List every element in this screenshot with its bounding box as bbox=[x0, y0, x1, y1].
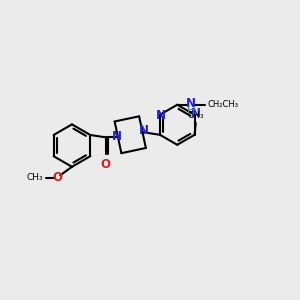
Text: N: N bbox=[186, 97, 196, 110]
Text: N: N bbox=[139, 124, 149, 137]
Text: N: N bbox=[155, 110, 166, 122]
Text: O: O bbox=[52, 172, 62, 184]
Text: CH₃: CH₃ bbox=[26, 173, 43, 182]
Text: CH₃: CH₃ bbox=[188, 111, 204, 120]
Text: O: O bbox=[100, 158, 111, 171]
Text: H: H bbox=[187, 106, 195, 116]
Text: CH₂CH₃: CH₂CH₃ bbox=[208, 100, 239, 109]
Text: N: N bbox=[112, 130, 122, 143]
Text: N: N bbox=[190, 107, 200, 120]
